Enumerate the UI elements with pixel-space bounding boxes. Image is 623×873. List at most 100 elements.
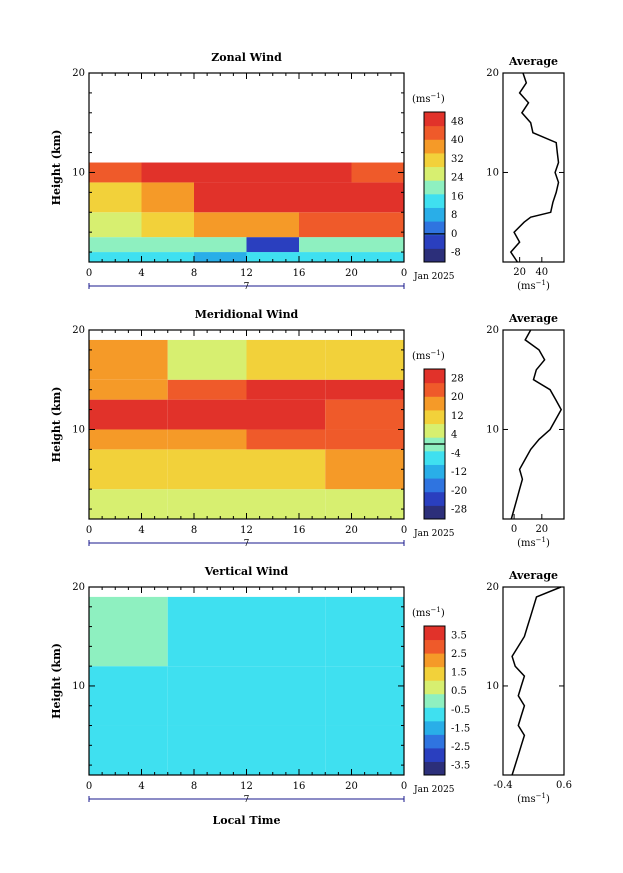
heatmap-cell [325, 379, 404, 400]
colorbar-segment [424, 680, 445, 695]
heatmap-cell [167, 449, 247, 490]
x-tick-label: 8 [191, 525, 197, 536]
colorbar-tick-label: -0.5 [451, 705, 470, 716]
heatmap-cell [325, 596, 404, 667]
x-tick-label: 0 [86, 781, 92, 792]
colorbar-segment [424, 139, 445, 154]
heatmap-cell [351, 162, 404, 183]
x-tick-label: 12 [240, 781, 253, 792]
y-axis-label: Height (km) [50, 387, 63, 463]
average-y-tick-label: 10 [486, 167, 499, 178]
y-tick-label: 20 [72, 325, 85, 336]
heatmap-cell [89, 489, 168, 519]
x-tick-label: 4 [138, 525, 144, 536]
average-y-tick-label: 20 [486, 325, 499, 336]
heatmap-cell [194, 212, 247, 238]
heatmap-cell [325, 666, 404, 726]
colorbar-tick-label: 20 [451, 392, 464, 403]
heatmap-cell [246, 399, 326, 430]
average-y-tick-label: 20 [486, 68, 499, 79]
heatmap-cell [246, 725, 326, 775]
colorbar: 48 40 32 24 16 8 0 -8 (ms−1) [412, 92, 464, 263]
heatmap-cell [351, 212, 404, 238]
x-tick-label: 8 [191, 781, 197, 792]
colorbar-segment [424, 396, 445, 411]
colorbar-segment [424, 369, 445, 384]
colorbar-segment [424, 423, 445, 438]
x-tick-label: 4 [138, 268, 144, 279]
colorbar-tick-label: 12 [451, 411, 464, 422]
heatmap-field [89, 339, 404, 519]
y-tick-label: 20 [72, 68, 85, 79]
colorbar-tick-label: 0.5 [451, 686, 467, 697]
heatmap-cell [167, 379, 247, 400]
heatmap-cell [246, 379, 326, 400]
colorbar-tick-label: -4 [451, 448, 461, 459]
heatmap-cell [194, 237, 247, 253]
colorbar-tick-label: -2.5 [451, 742, 470, 753]
y-axis-label: Height (km) [50, 130, 63, 206]
x-tick-label: 16 [293, 781, 306, 792]
heatmap-cell [325, 449, 404, 490]
heatmap-cell [246, 449, 326, 490]
average-title: Average [508, 55, 558, 68]
heatmap-cell [89, 162, 142, 183]
heatmap-cell [351, 237, 404, 253]
panel-2: Meridional Wind 20 10 Height (km) 0 4 8 12 16 20 0… [50, 308, 565, 549]
x-tick-label: 0 [401, 525, 407, 536]
date-marker: 7 [244, 282, 250, 292]
average-title: Average [508, 569, 558, 582]
date-marker: 7 [244, 539, 250, 549]
colorbar-tick-label: -3.5 [451, 761, 470, 772]
x-tick-label: 0 [86, 525, 92, 536]
average-profile: Average 20 10 20 40(ms−1) [486, 55, 565, 292]
colorbar-tick-label: -20 [451, 486, 467, 497]
heatmap-cell [325, 339, 404, 380]
colorbar-segment [424, 505, 445, 520]
x-tick-label: 4 [138, 781, 144, 792]
heatmap-cell [167, 339, 247, 380]
heatmap-field [89, 162, 404, 262]
heatmap-field [89, 596, 404, 775]
heatmap-cell [89, 252, 142, 262]
x-tick-label: 12 [240, 268, 253, 279]
heatmap-cell [89, 379, 168, 400]
colorbar-tick-label: -12 [451, 467, 467, 478]
colorbar-segment [424, 478, 445, 493]
average-unit: (ms−1) [517, 792, 550, 805]
heatmap-cell [167, 489, 247, 519]
colorbar-unit: (ms−1) [412, 606, 445, 619]
heatmap-cell [141, 237, 194, 253]
x-tick-label: 20 [345, 525, 358, 536]
average-y-tick-label: 10 [486, 681, 499, 692]
chart-title: Vertical Wind [204, 565, 289, 578]
colorbar-tick-label: 28 [451, 373, 464, 384]
heatmap-cell [167, 429, 247, 450]
x-tick-label: 20 [345, 781, 358, 792]
date-label: Jan 2025 [413, 272, 455, 282]
heatmap-cell [89, 212, 142, 238]
colorbar-segment [424, 666, 445, 681]
heatmap-cell [299, 237, 352, 253]
colorbar-segment [424, 152, 445, 168]
average-frame [502, 72, 565, 263]
heatmap-cell [194, 252, 247, 262]
colorbar-segment [424, 491, 445, 506]
average-profile-line [510, 329, 563, 520]
x-tick-label: 20 [345, 268, 358, 279]
x-tick-label: 16 [293, 525, 306, 536]
colorbar-frame [423, 111, 446, 263]
heatmap-cell [351, 182, 404, 213]
heatmap-cell [167, 596, 247, 667]
chart-title: Zonal Wind [211, 51, 282, 64]
colorbar-tick-label: 16 [451, 191, 464, 202]
average-unit: (ms−1) [517, 536, 550, 549]
average-unit: (ms−1) [517, 279, 550, 292]
heatmap-cell [246, 182, 299, 213]
heatmap-cell [194, 162, 247, 183]
heatmap-cell [246, 162, 299, 183]
colorbar-segment [424, 221, 445, 236]
heatmap-cell [299, 182, 352, 213]
heatmap-cell [141, 162, 194, 183]
colorbar-tick-label: -8 [451, 248, 461, 259]
